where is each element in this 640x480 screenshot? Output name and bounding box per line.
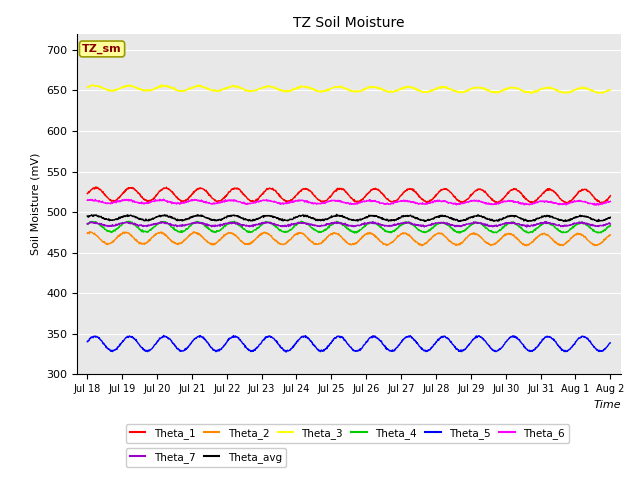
Theta_1 xyxy=(83,191,91,196)
Theta_7 xyxy=(542,219,550,225)
Theta_2 xyxy=(418,243,426,249)
Theta_1 xyxy=(499,196,506,202)
Theta_2 xyxy=(499,233,507,239)
Theta_7 xyxy=(498,222,506,228)
Theta_6 xyxy=(83,197,91,203)
Theta_7 xyxy=(200,221,207,227)
Theta_avg xyxy=(607,214,614,220)
Theta_5 xyxy=(499,344,507,349)
Theta_7 xyxy=(523,224,531,230)
Theta_1 xyxy=(200,187,208,192)
Line: Theta_3: Theta_3 xyxy=(87,85,611,93)
Theta_3 xyxy=(200,84,208,90)
Theta_7 xyxy=(430,221,438,227)
Line: Theta_7: Theta_7 xyxy=(87,222,611,227)
Theta_5 xyxy=(259,338,266,344)
Theta_2 xyxy=(259,230,266,236)
Text: TZ_sm: TZ_sm xyxy=(82,44,122,54)
Theta_3 xyxy=(430,87,438,93)
Theta_avg xyxy=(545,214,553,219)
Theta_6 xyxy=(545,199,552,204)
Theta_3 xyxy=(259,84,266,90)
Theta_6 xyxy=(607,198,614,204)
Theta_3 xyxy=(125,82,133,88)
Theta_5 xyxy=(83,339,91,345)
Theta_1 xyxy=(607,193,614,199)
Theta_avg xyxy=(333,211,340,217)
Theta_avg xyxy=(454,218,462,224)
Theta_7 xyxy=(607,221,614,227)
Theta_5 xyxy=(545,334,553,340)
Theta_7 xyxy=(259,220,266,226)
Theta_7 xyxy=(187,221,195,227)
Legend: Theta_7, Theta_avg: Theta_7, Theta_avg xyxy=(125,448,286,467)
Theta_4 xyxy=(200,222,207,228)
Theta_5 xyxy=(200,336,208,342)
Theta_2 xyxy=(545,233,553,239)
Theta_4 xyxy=(456,230,463,236)
Theta_avg xyxy=(83,213,91,219)
Theta_3 xyxy=(599,90,607,96)
Theta_3 xyxy=(499,88,506,94)
Theta_4 xyxy=(259,222,266,228)
Title: TZ Soil Moisture: TZ Soil Moisture xyxy=(293,16,404,30)
Line: Theta_5: Theta_5 xyxy=(87,336,611,352)
Theta_4 xyxy=(298,218,305,224)
Theta_3 xyxy=(188,84,195,90)
Theta_4 xyxy=(607,223,614,229)
Theta_3 xyxy=(83,84,91,90)
Theta_6 xyxy=(595,202,602,208)
Theta_2 xyxy=(431,232,438,238)
Theta_2 xyxy=(83,230,91,236)
Theta_4 xyxy=(545,220,553,226)
Theta_2 xyxy=(200,236,208,241)
Theta_5 xyxy=(160,333,168,338)
Theta_1 xyxy=(545,186,552,192)
Theta_4 xyxy=(187,223,195,228)
Theta_2 xyxy=(86,229,94,235)
Line: Theta_6: Theta_6 xyxy=(87,199,611,205)
X-axis label: Time: Time xyxy=(593,400,621,409)
Line: Theta_4: Theta_4 xyxy=(87,221,611,233)
Theta_avg xyxy=(499,216,507,222)
Theta_avg xyxy=(200,214,207,219)
Theta_1 xyxy=(259,192,266,197)
Theta_6 xyxy=(499,199,506,205)
Theta_5 xyxy=(431,341,438,347)
Theta_4 xyxy=(430,224,438,229)
Theta_7 xyxy=(545,220,553,226)
Line: Theta_avg: Theta_avg xyxy=(87,214,611,221)
Theta_5 xyxy=(282,349,290,355)
Theta_1 xyxy=(92,184,100,190)
Theta_avg xyxy=(259,214,266,219)
Theta_6 xyxy=(200,200,208,205)
Theta_1 xyxy=(430,194,438,200)
Line: Theta_1: Theta_1 xyxy=(87,187,611,204)
Theta_1 xyxy=(188,193,195,199)
Theta_2 xyxy=(607,232,614,238)
Y-axis label: Soil Moisture (mV): Soil Moisture (mV) xyxy=(30,153,40,255)
Theta_4 xyxy=(83,221,91,227)
Theta_6 xyxy=(430,199,438,204)
Theta_1 xyxy=(599,201,607,206)
Theta_3 xyxy=(607,87,614,93)
Theta_6 xyxy=(259,197,266,203)
Theta_3 xyxy=(545,85,552,91)
Theta_4 xyxy=(499,225,507,231)
Line: Theta_2: Theta_2 xyxy=(87,232,611,246)
Theta_6 xyxy=(188,197,195,203)
Theta_6 xyxy=(160,196,168,202)
Theta_2 xyxy=(188,231,195,237)
Theta_5 xyxy=(188,340,195,346)
Theta_5 xyxy=(607,340,614,346)
Theta_7 xyxy=(83,221,91,227)
Theta_avg xyxy=(187,215,195,221)
Theta_avg xyxy=(430,215,438,220)
